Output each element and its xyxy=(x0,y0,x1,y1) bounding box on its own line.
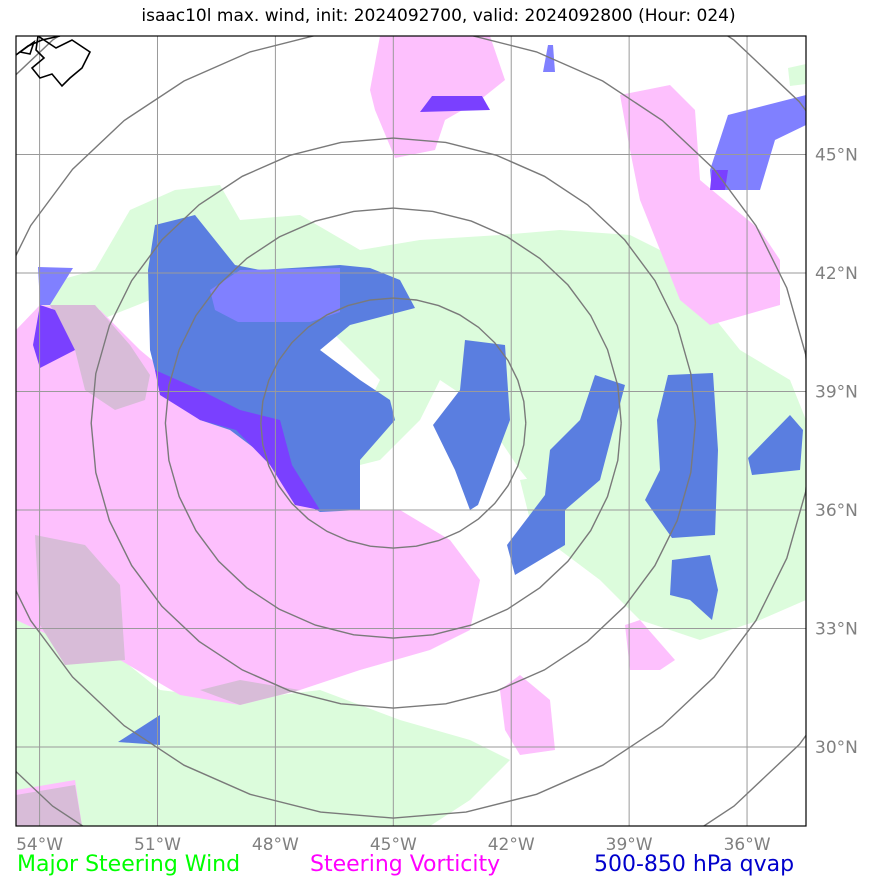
qvap-light-area-west xyxy=(38,267,73,305)
wind-area-northeast xyxy=(788,64,806,86)
qvap-light-area-northeast xyxy=(710,95,806,190)
overlap-area-north xyxy=(420,96,490,112)
qvap-area-far-east xyxy=(748,415,803,475)
qvap-area-east-2 xyxy=(645,373,718,538)
lat-tick-label: 33°N xyxy=(815,620,858,640)
range-ring xyxy=(16,36,806,819)
map-frame xyxy=(15,35,807,827)
graticule xyxy=(16,36,806,826)
qvap-area-east-3 xyxy=(670,555,718,620)
chart-title: isaac10l max. wind, init: 2024092700, va… xyxy=(141,6,736,26)
coastline-island xyxy=(18,39,36,55)
lat-tick-label: 42°N xyxy=(815,264,858,284)
qvap-area-center-east xyxy=(433,340,510,510)
mixed-area-corner xyxy=(16,785,82,826)
lon-tick-label: 45°W xyxy=(370,835,417,855)
lon-tick-label: 51°W xyxy=(134,835,181,855)
latitude-tick-labels: 30°N 33°N 36°N 39°N 42°N 45°N xyxy=(815,146,858,759)
longitude-tick-labels: 54°W 51°W 48°W 45°W 42°W 39°W 36°W xyxy=(16,835,771,855)
overlap-area-west xyxy=(33,305,75,368)
lon-tick-label: 48°W xyxy=(252,835,299,855)
qvap-area-southwest xyxy=(118,715,160,745)
coastline xyxy=(16,36,92,88)
qvap-light-area-north-small xyxy=(543,45,555,72)
lon-tick-label: 42°W xyxy=(488,835,535,855)
qvap-vorticity-overlap-layer xyxy=(33,96,728,510)
range-ring xyxy=(260,297,527,549)
vorticity-area-south-1 xyxy=(500,675,555,755)
wind-area-southeast xyxy=(520,470,806,640)
range-ring xyxy=(164,207,622,639)
legend-qvap: 500-850 hPa qvap xyxy=(594,852,795,877)
vorticity-area-northeast xyxy=(620,85,780,325)
lat-tick-label: 39°N xyxy=(815,383,858,403)
wind-area-south xyxy=(16,560,510,826)
lat-tick-label: 45°N xyxy=(815,146,858,166)
vorticity-area-main xyxy=(16,305,480,705)
lat-tick-label: 36°N xyxy=(815,501,858,521)
lon-tick-label: 36°W xyxy=(724,835,771,855)
coastline-newfoundland xyxy=(16,36,92,88)
qvap-area-east-1 xyxy=(507,375,625,575)
vorticity-area-south-2 xyxy=(625,620,675,670)
lon-tick-label: 54°W xyxy=(16,835,63,855)
legend-steering-wind: Major Steering Wind xyxy=(17,852,241,877)
overlap-area-central xyxy=(155,370,320,510)
overlap-area-northeast xyxy=(710,170,728,190)
lat-tick-label: 30°N xyxy=(815,738,858,758)
legend-steering-vorticity: Steering Vorticity xyxy=(310,852,501,877)
mixed-area-southwest xyxy=(35,535,125,665)
range-ring xyxy=(90,137,697,709)
lon-tick-label: 39°W xyxy=(606,835,653,855)
